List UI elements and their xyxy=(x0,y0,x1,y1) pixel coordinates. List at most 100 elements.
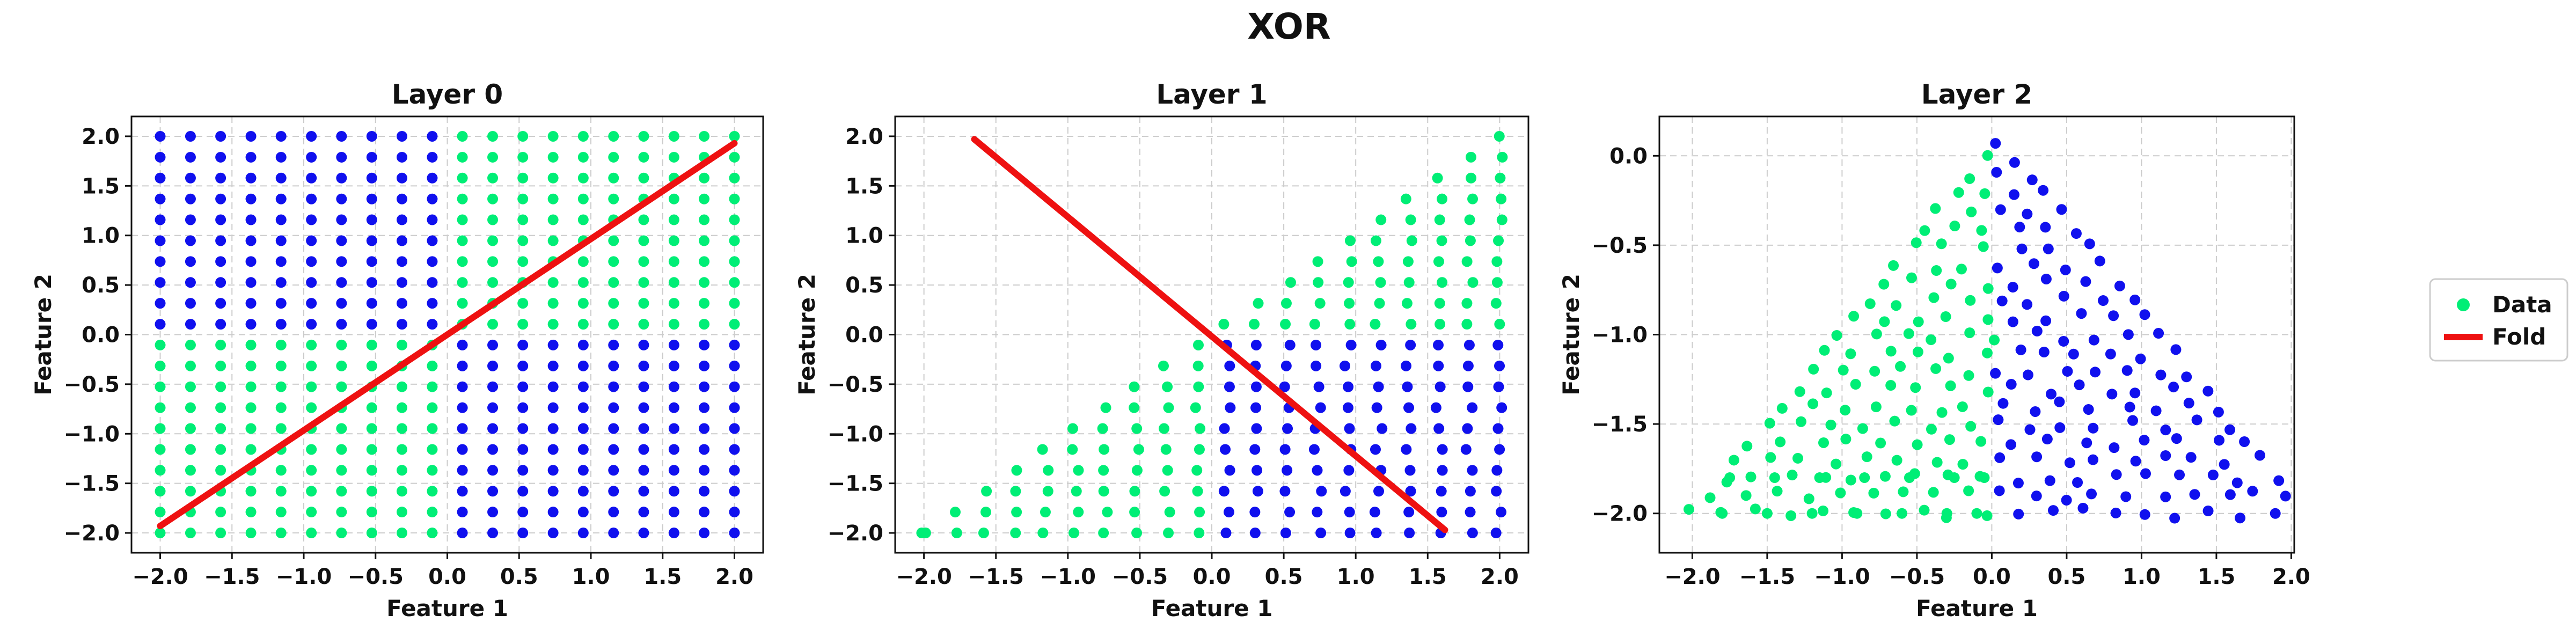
data-point-green xyxy=(1957,401,1968,412)
data-point-blue xyxy=(1405,339,1416,350)
data-point-blue xyxy=(366,298,377,309)
data-point-green xyxy=(1496,214,1507,225)
data-point-blue xyxy=(336,319,347,330)
data-point-blue xyxy=(366,193,377,204)
data-point-blue xyxy=(2139,309,2150,320)
data-point-green xyxy=(638,235,649,246)
x-axis-label: Feature 1 xyxy=(386,595,508,621)
data-point-green xyxy=(185,381,196,392)
data-point-blue xyxy=(2171,433,2182,444)
data-point-blue xyxy=(2120,491,2132,502)
data-point-blue xyxy=(2088,334,2099,346)
data-point-green xyxy=(245,339,257,350)
data-point-green xyxy=(1405,214,1416,225)
data-point-blue xyxy=(517,423,529,434)
data-point-green xyxy=(1344,298,1355,309)
data-point-green xyxy=(1740,490,1752,501)
data-point-blue xyxy=(1249,507,1261,518)
data-point-green xyxy=(245,423,257,434)
data-point-green xyxy=(487,277,499,288)
data-point-green xyxy=(1370,319,1381,330)
data-point-blue xyxy=(2191,414,2202,426)
data-point-green xyxy=(1400,193,1411,204)
data-point-green xyxy=(245,486,257,497)
x-tick-label: 1.0 xyxy=(1337,565,1375,589)
data-point-blue xyxy=(517,486,529,497)
data-point-green xyxy=(1497,151,1508,163)
data-point-green xyxy=(336,528,347,539)
data-point-green xyxy=(608,151,619,163)
data-point-blue xyxy=(487,360,499,371)
data-point-green xyxy=(1098,486,1109,497)
data-point-blue xyxy=(2028,258,2039,269)
data-point-green xyxy=(1343,277,1354,288)
data-point-green xyxy=(668,256,679,267)
data-point-blue xyxy=(2088,454,2099,465)
data-point-green xyxy=(1037,444,1048,455)
data-point-green xyxy=(1724,472,1736,484)
data-point-green xyxy=(1775,436,1786,448)
data-point-blue xyxy=(2040,315,2052,326)
data-point-green xyxy=(185,423,196,434)
data-point-green xyxy=(1434,214,1445,225)
data-point-blue xyxy=(366,214,377,225)
data-point-green xyxy=(699,319,710,330)
data-point-blue xyxy=(608,465,619,476)
data-point-green xyxy=(1869,365,1880,377)
data-point-green xyxy=(1494,130,1505,142)
data-point-blue xyxy=(608,423,619,434)
data-point-blue xyxy=(668,444,679,455)
data-point-green xyxy=(185,360,196,371)
data-point-blue xyxy=(336,151,347,163)
data-point-green xyxy=(668,151,679,163)
figure-title: XOR xyxy=(1247,6,1330,47)
data-point-green xyxy=(729,151,740,163)
data-point-blue xyxy=(366,256,377,267)
data-point-blue xyxy=(2094,255,2105,267)
data-point-blue xyxy=(1403,507,1415,518)
data-point-green xyxy=(980,507,992,518)
data-point-blue xyxy=(457,444,468,455)
data-point-blue xyxy=(2090,367,2101,378)
data-point-blue xyxy=(1494,360,1505,371)
data-point-green xyxy=(1819,345,1830,356)
data-point-green xyxy=(185,486,196,497)
data-point-blue xyxy=(668,381,679,392)
data-point-blue xyxy=(457,360,468,371)
y-tick-label: −1.5 xyxy=(828,472,883,496)
data-point-green xyxy=(1845,474,1856,486)
data-point-green xyxy=(1436,235,1447,246)
data-point-green xyxy=(1966,206,1977,217)
data-point-green xyxy=(1162,381,1173,392)
data-point-green xyxy=(699,172,710,184)
data-point-green xyxy=(155,528,166,539)
data-point-blue xyxy=(517,339,529,350)
data-point-green xyxy=(396,339,407,350)
data-point-green xyxy=(396,423,407,434)
data-point-blue xyxy=(1371,402,1382,413)
data-point-green xyxy=(1795,416,1806,427)
data-point-blue xyxy=(427,277,438,288)
data-point-green xyxy=(487,214,499,225)
data-point-blue xyxy=(1224,465,1235,476)
data-point-green xyxy=(1402,256,1414,267)
data-point-blue xyxy=(1369,507,1380,518)
data-point-blue xyxy=(427,172,438,184)
y-tick-label: 0.0 xyxy=(845,323,883,348)
data-point-blue xyxy=(2038,346,2050,357)
data-point-blue xyxy=(699,444,710,455)
data-point-blue xyxy=(1433,423,1445,434)
data-point-blue xyxy=(547,507,559,518)
data-point-blue xyxy=(2123,329,2134,340)
data-point-blue xyxy=(275,214,287,225)
data-point-green xyxy=(1792,452,1804,464)
data-point-blue xyxy=(487,381,499,392)
data-point-blue xyxy=(366,172,377,184)
data-point-blue xyxy=(2015,344,2026,355)
data-points xyxy=(155,130,740,539)
data-point-green xyxy=(1097,423,1108,434)
legend-data-marker xyxy=(2457,298,2470,311)
data-point-blue xyxy=(2111,469,2122,480)
data-point-green xyxy=(1818,437,1829,448)
subplot-title: Layer 0 xyxy=(392,79,503,110)
